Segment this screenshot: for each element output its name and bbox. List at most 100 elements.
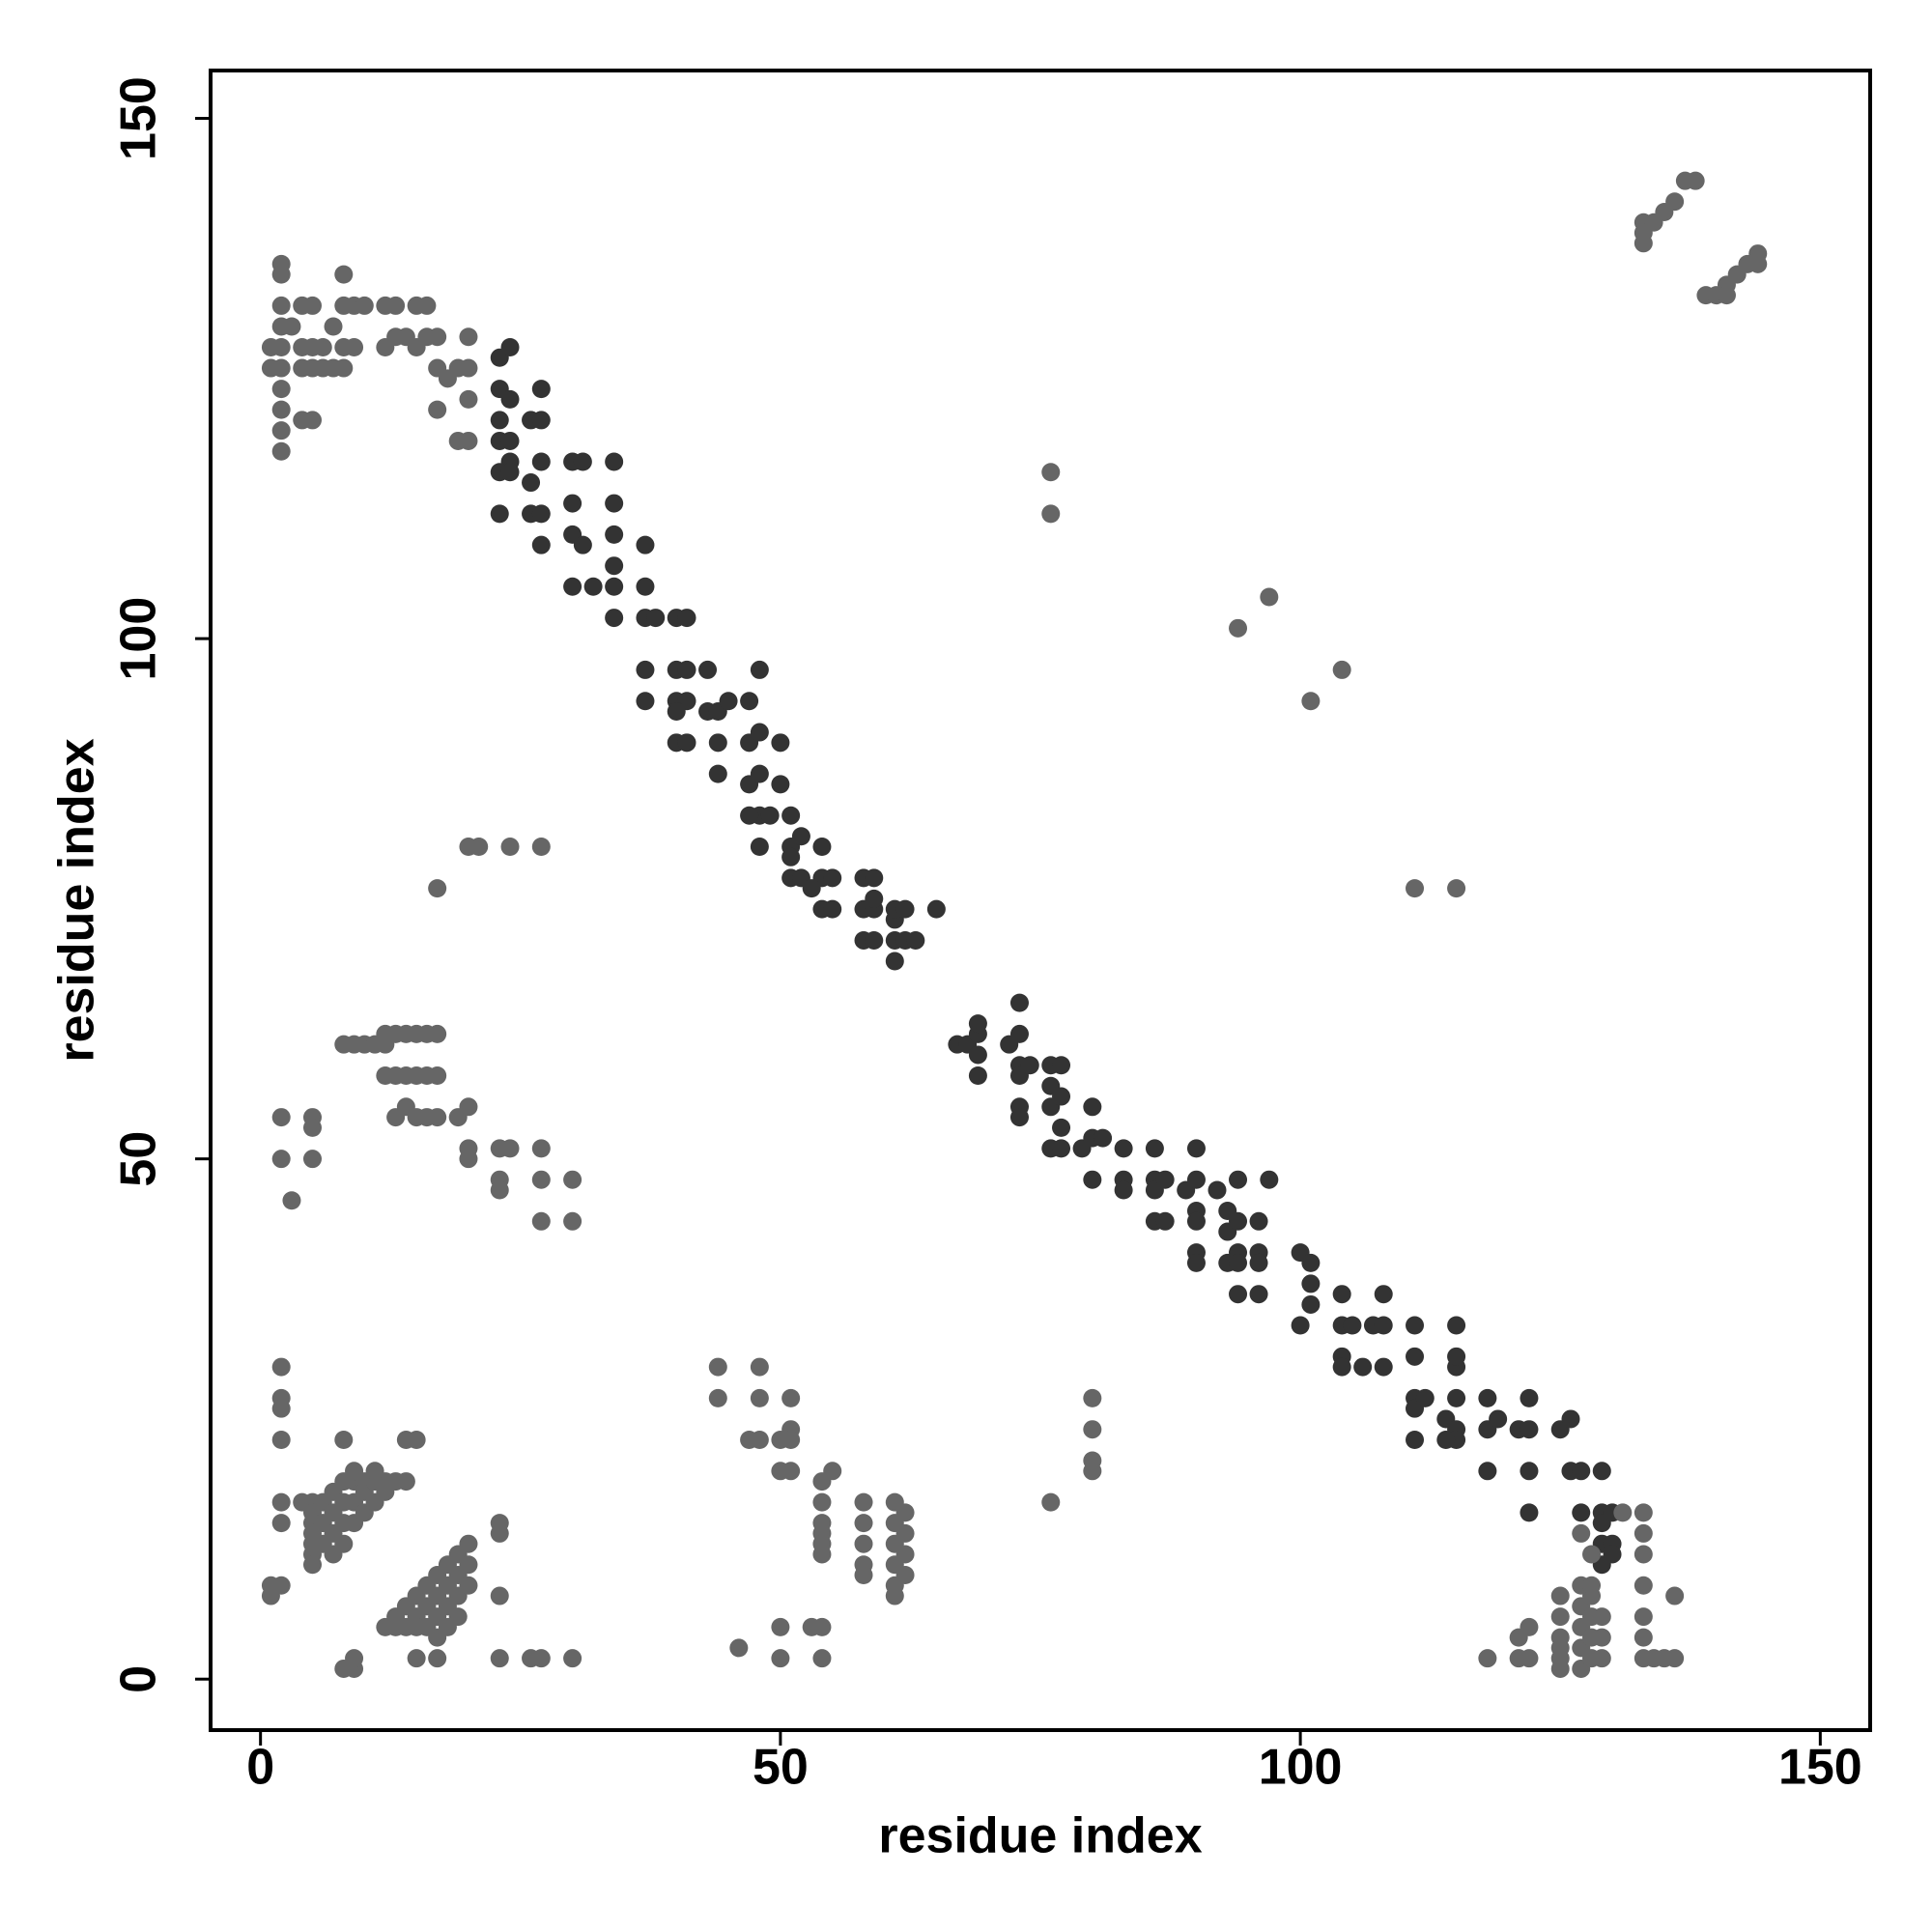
- y-tick-label: 0: [111, 1665, 167, 1693]
- point: [271, 421, 291, 440]
- point: [1114, 1139, 1133, 1158]
- point: [1592, 1607, 1611, 1627]
- point: [605, 494, 624, 513]
- point: [500, 338, 520, 357]
- point: [812, 1492, 832, 1512]
- point: [729, 1638, 749, 1658]
- point: [271, 1514, 291, 1533]
- point: [1301, 1294, 1321, 1314]
- point: [459, 1097, 478, 1117]
- point: [708, 1388, 727, 1407]
- point: [1332, 660, 1351, 679]
- point: [1634, 1523, 1653, 1543]
- point: [1208, 1180, 1227, 1200]
- point: [271, 380, 291, 399]
- point: [1343, 1316, 1362, 1335]
- point: [1520, 1503, 1539, 1522]
- point: [1041, 504, 1061, 524]
- point: [854, 1566, 873, 1585]
- point: [531, 1139, 551, 1158]
- point: [1550, 1607, 1570, 1627]
- point: [313, 338, 332, 357]
- point: [812, 1617, 832, 1636]
- point: [1634, 1503, 1653, 1522]
- point: [334, 1430, 354, 1449]
- point: [1582, 1545, 1602, 1564]
- point: [563, 1170, 582, 1189]
- point: [1478, 1649, 1497, 1668]
- point: [271, 1150, 291, 1169]
- point: [1447, 1316, 1466, 1335]
- point: [1094, 1128, 1113, 1148]
- point: [271, 1430, 291, 1449]
- point: [781, 847, 801, 867]
- point: [1634, 1607, 1653, 1627]
- point: [698, 660, 718, 679]
- point: [1374, 1285, 1393, 1304]
- point: [605, 556, 624, 576]
- point: [428, 327, 447, 347]
- point: [282, 1191, 301, 1210]
- point: [750, 764, 769, 783]
- point: [1447, 1347, 1466, 1366]
- point: [1686, 171, 1705, 190]
- point: [271, 1492, 291, 1512]
- point: [261, 1586, 280, 1605]
- point: [1406, 1316, 1425, 1335]
- point: [802, 879, 821, 898]
- point: [1052, 1056, 1071, 1075]
- point: [469, 838, 489, 857]
- plot-frame: [209, 69, 1872, 1732]
- point: [1436, 1430, 1456, 1449]
- point: [1249, 1211, 1268, 1231]
- point: [1520, 1420, 1539, 1439]
- point: [1634, 1628, 1653, 1647]
- point: [1083, 1097, 1102, 1117]
- point: [636, 577, 655, 596]
- point: [1592, 1649, 1611, 1668]
- point: [1291, 1316, 1310, 1335]
- point: [490, 1523, 509, 1543]
- point: [573, 452, 592, 471]
- point: [1406, 879, 1425, 898]
- point: [271, 1108, 291, 1127]
- point: [490, 504, 509, 524]
- point: [334, 265, 354, 284]
- point: [885, 1586, 904, 1605]
- point: [563, 1211, 582, 1231]
- point: [1229, 1170, 1248, 1189]
- y-tick-label: 50: [111, 1131, 167, 1187]
- point: [345, 1462, 364, 1481]
- point: [677, 660, 696, 679]
- point: [1332, 1357, 1351, 1377]
- point: [605, 525, 624, 544]
- point: [500, 838, 520, 857]
- point: [865, 868, 884, 888]
- point: [1478, 1462, 1497, 1481]
- point: [1229, 618, 1248, 638]
- point: [854, 1514, 873, 1533]
- point: [428, 1649, 447, 1668]
- point: [1083, 1451, 1102, 1470]
- point: [324, 317, 343, 336]
- point: [1155, 1170, 1175, 1189]
- point: [750, 723, 769, 742]
- point: [490, 1586, 509, 1605]
- point: [854, 1534, 873, 1553]
- point: [968, 1014, 987, 1034]
- x-tick-label: 0: [246, 1740, 274, 1796]
- point: [968, 1045, 987, 1065]
- y-tick-label: 100: [111, 597, 167, 681]
- point: [926, 899, 946, 919]
- point: [407, 1649, 426, 1668]
- point: [563, 494, 582, 513]
- point: [740, 692, 759, 711]
- point: [605, 452, 624, 471]
- point: [261, 358, 280, 378]
- point: [345, 1649, 364, 1668]
- point: [1083, 1170, 1102, 1189]
- point: [365, 1462, 384, 1481]
- point: [531, 1649, 551, 1668]
- point: [1009, 1108, 1029, 1127]
